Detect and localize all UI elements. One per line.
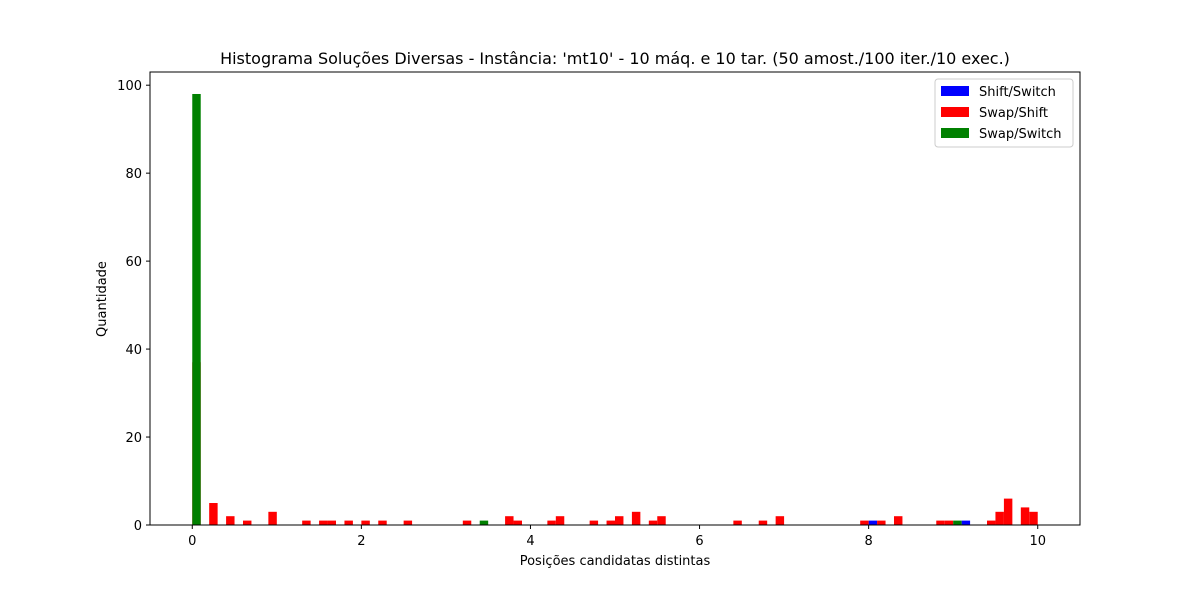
bar-swap-shift xyxy=(403,520,413,525)
x-tick-label: 4 xyxy=(526,534,534,549)
legend-swatch-swap-switch xyxy=(941,128,969,138)
x-axis-label: Posições candidatas distintas xyxy=(520,554,711,569)
x-tick-label: 0 xyxy=(188,534,196,549)
bar-swap-shift xyxy=(226,516,235,525)
bar-swap-shift xyxy=(860,520,869,525)
bar-swap-shift xyxy=(327,520,336,525)
y-axis-ticks: 0 20 40 60 80 100 xyxy=(117,79,150,534)
legend-label-swap-shift: Swap/Shift xyxy=(979,106,1048,121)
legend-swatch-swap-shift xyxy=(941,107,969,117)
y-tick-label: 40 xyxy=(125,343,142,358)
bar-swap-switch xyxy=(479,520,489,525)
bar-swap-shift xyxy=(775,516,785,525)
bar-swap-shift xyxy=(302,520,311,525)
x-axis-ticks: 0 2 4 6 8 10 xyxy=(188,525,1046,549)
legend-swatch-shift-switch xyxy=(941,86,969,96)
legend-label-shift-switch: Shift/Switch xyxy=(979,85,1056,100)
legend-box xyxy=(934,78,1074,148)
x-tick-label: 2 xyxy=(357,534,365,549)
bar-swap-shift xyxy=(877,520,886,525)
y-tick-label: 100 xyxy=(117,79,142,94)
bar-swap-switch xyxy=(953,520,962,525)
bar-swap-shift xyxy=(758,520,768,525)
y-axis-label: Quantidade xyxy=(95,261,110,337)
bar-swap-shift xyxy=(513,520,522,525)
bar-swap-shift xyxy=(243,520,252,525)
bar-swap-shift xyxy=(733,520,742,525)
bar-shift-switch xyxy=(868,520,878,525)
bar-swap-shift xyxy=(1029,511,1038,525)
bar-swap-shift xyxy=(615,516,624,525)
x-tick-label: 6 xyxy=(695,534,703,549)
bar-swap-shift xyxy=(268,511,277,525)
y-tick-label: 20 xyxy=(125,431,142,446)
bar-swap-shift xyxy=(894,516,903,525)
bar-swap-switch xyxy=(192,93,201,526)
x-tick-label: 8 xyxy=(864,534,872,549)
x-tick-label: 10 xyxy=(1029,534,1046,549)
bar-swap-shift xyxy=(995,511,1004,525)
bar-swap-shift xyxy=(606,520,615,525)
legend-label-swap-switch: Swap/Switch xyxy=(979,127,1061,142)
bar-swap-shift xyxy=(631,511,641,525)
bar-swap-shift xyxy=(462,520,472,525)
plot-area-frame xyxy=(149,71,1081,526)
y-tick-label: 60 xyxy=(125,255,142,270)
bar-swap-shift xyxy=(589,520,599,525)
bar-shift-switch xyxy=(961,520,971,525)
bar-swap-shift xyxy=(344,520,353,525)
bar-swap-shift xyxy=(505,516,514,525)
bar-swap-shift xyxy=(378,520,387,525)
bar-swap-shift xyxy=(319,520,328,525)
bar-swap-shift xyxy=(555,516,565,525)
bar-swap-shift xyxy=(1003,498,1013,525)
bar-swap-shift xyxy=(209,503,218,525)
bars-layer xyxy=(192,93,1038,526)
chart-title: Histograma Soluções Diversas - Instância… xyxy=(220,49,1010,68)
bar-swap-shift xyxy=(987,520,996,525)
bar-swap-shift xyxy=(944,520,954,525)
legend: Shift/Switch Swap/Shift Swap/Switch xyxy=(934,78,1074,148)
y-tick-label: 0 xyxy=(134,519,142,534)
bar-swap-shift xyxy=(1020,507,1030,525)
bar-swap-shift xyxy=(657,516,666,525)
bar-swap-shift xyxy=(361,520,370,525)
y-tick-label: 80 xyxy=(125,167,142,182)
bar-swap-shift xyxy=(936,520,945,525)
bar-swap-shift xyxy=(648,520,658,525)
bar-swap-shift xyxy=(547,520,556,525)
